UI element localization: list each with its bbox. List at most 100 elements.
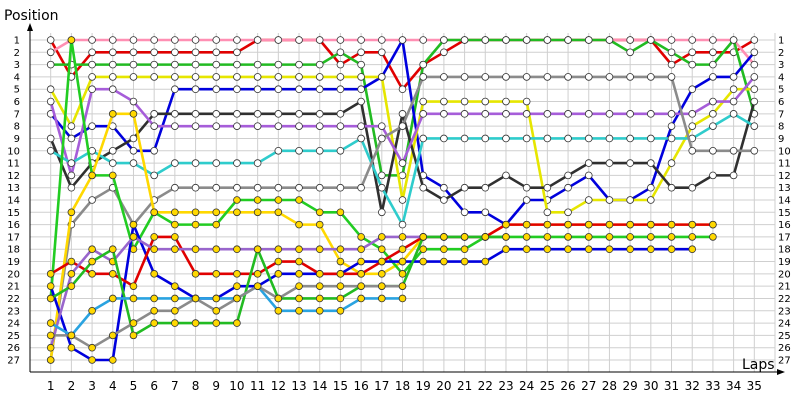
data-point [440,97,448,106]
data-point [647,196,655,204]
data-point [709,146,717,155]
data-point [688,245,697,254]
data-point [253,73,262,81]
x-tick-label: 7 [171,379,179,393]
data-point [295,73,303,81]
data-point [88,356,96,364]
data-point [253,159,262,167]
data-point [171,183,179,192]
data-point [88,343,96,352]
data-point [440,183,448,192]
data-point [336,183,345,192]
data-point [108,294,117,303]
data-point [295,306,303,315]
y-tick-label: 24 [7,319,20,330]
data-point [336,257,345,266]
data-point [129,73,138,81]
y-tick-label: 26 [7,343,20,354]
data-point [357,282,365,290]
data-point [67,134,76,143]
data-point [336,85,345,94]
x-axis-arrow [777,369,785,375]
data-point [150,319,158,327]
data-point [108,36,117,44]
x-tick-label: 3 [88,379,96,393]
data-point [129,319,138,327]
data-point [750,60,759,69]
y-tick-label: 2 [14,48,20,59]
data-point [129,159,138,167]
data-point [502,134,510,143]
data-point [88,48,96,57]
data-point [67,257,76,266]
data-point [357,257,365,266]
data-point [440,196,448,204]
data-point [171,73,179,81]
y-tick-label-right: 17 [778,232,791,243]
data-point [274,294,283,303]
data-point [233,159,241,167]
data-point [667,73,676,81]
data-point [336,146,345,155]
x-tick-label: 33 [705,379,720,393]
data-point [150,294,158,303]
series-lines [46,36,759,364]
data-point [522,183,531,192]
data-point [336,245,345,254]
data-point [502,245,510,254]
data-point [750,146,759,155]
data-point [67,270,76,278]
data-point [709,122,717,130]
data-point [233,48,241,57]
data-point [150,48,158,57]
data-point [274,270,283,278]
series-line [49,235,486,349]
data-point [440,134,448,143]
data-point [522,97,531,106]
data-point [688,183,697,192]
data-point [253,85,262,94]
data-point [274,122,283,130]
data-point [129,60,138,69]
data-point [398,257,407,266]
y-tick-label-right: 19 [778,257,791,268]
data-point [564,73,572,81]
y-tick-label-right: 15 [778,208,791,219]
data-point [212,270,221,278]
x-tick-label: 17 [374,379,389,393]
data-point [108,60,117,69]
data-point [88,270,96,278]
data-point [315,183,324,192]
data-point [274,196,283,204]
data-point [336,282,345,290]
data-point [605,36,614,44]
data-point [605,159,614,167]
data-point [398,171,407,180]
data-point [274,85,283,94]
data-point [378,134,386,143]
data-point [398,36,407,44]
y-tick-label: 9 [14,134,20,145]
data-point [460,257,469,266]
data-point [584,233,593,241]
data-point [191,110,200,118]
y-tick-label-right: 11 [778,159,791,170]
data-point [378,270,386,278]
data-point [253,122,262,130]
data-point [584,110,593,118]
data-point [171,282,179,290]
data-point [315,208,324,217]
data-point [212,122,221,130]
data-point [750,73,759,81]
data-point [419,233,427,241]
data-point [419,134,427,143]
data-point [709,36,717,44]
y-tick-label: 16 [7,220,20,231]
data-point [357,73,365,81]
data-point [233,196,241,204]
y-tick-label: 7 [14,109,20,120]
data-point [108,48,117,57]
data-point [667,36,676,44]
data-point [398,282,407,290]
data-point [108,356,117,364]
